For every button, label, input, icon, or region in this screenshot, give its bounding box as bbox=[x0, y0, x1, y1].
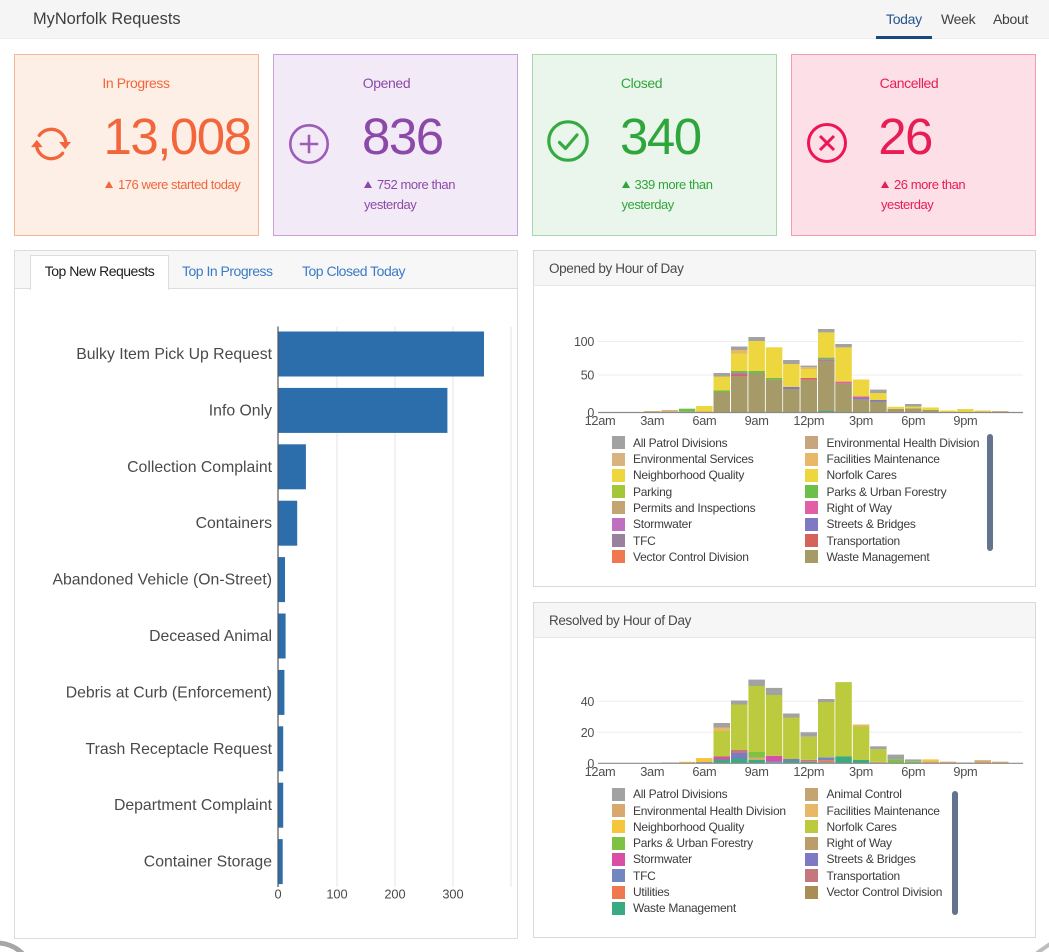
svg-text:3am: 3am bbox=[640, 764, 664, 779]
svg-text:9pm: 9pm bbox=[953, 764, 977, 779]
svg-text:0: 0 bbox=[587, 406, 594, 420]
svg-text:300: 300 bbox=[442, 886, 463, 901]
svg-text:100: 100 bbox=[326, 886, 347, 901]
svg-text:Info Only: Info Only bbox=[209, 402, 272, 419]
svg-text:9am: 9am bbox=[745, 764, 769, 779]
svg-text:3am: 3am bbox=[640, 413, 664, 428]
svg-text:Container Storage: Container Storage bbox=[144, 853, 272, 870]
svg-text:Containers: Containers bbox=[196, 515, 272, 532]
svg-text:Bulky Item Pick Up Request: Bulky Item Pick Up Request bbox=[76, 346, 272, 363]
svg-text:6pm: 6pm bbox=[901, 764, 925, 779]
svg-text:Trash Receptacle Request: Trash Receptacle Request bbox=[86, 740, 273, 757]
svg-text:20: 20 bbox=[581, 726, 595, 740]
svg-text:3pm: 3pm bbox=[849, 413, 873, 428]
svg-text:50: 50 bbox=[581, 369, 595, 383]
svg-text:0: 0 bbox=[587, 757, 594, 771]
svg-text:9am: 9am bbox=[745, 413, 769, 428]
svg-text:40: 40 bbox=[581, 695, 595, 709]
svg-text:Department Complaint: Department Complaint bbox=[114, 797, 273, 814]
svg-text:200: 200 bbox=[384, 886, 405, 901]
svg-text:0: 0 bbox=[274, 886, 281, 901]
svg-text:12am: 12am bbox=[585, 413, 616, 428]
svg-text:9pm: 9pm bbox=[953, 413, 977, 428]
svg-text:3pm: 3pm bbox=[849, 764, 873, 779]
svg-text:6pm: 6pm bbox=[901, 413, 925, 428]
svg-text:12pm: 12pm bbox=[793, 413, 824, 428]
svg-text:100: 100 bbox=[574, 335, 594, 349]
svg-text:6am: 6am bbox=[692, 764, 716, 779]
svg-text:Abandoned Vehicle (On-Street): Abandoned Vehicle (On-Street) bbox=[52, 571, 272, 588]
svg-text:12am: 12am bbox=[585, 764, 616, 779]
svg-text:Deceased Animal: Deceased Animal bbox=[149, 628, 272, 645]
svg-text:6am: 6am bbox=[692, 413, 716, 428]
svg-text:12pm: 12pm bbox=[793, 764, 824, 779]
svg-text:Debris at Curb (Enforcement): Debris at Curb (Enforcement) bbox=[66, 684, 272, 701]
svg-text:Collection Complaint: Collection Complaint bbox=[127, 458, 272, 475]
